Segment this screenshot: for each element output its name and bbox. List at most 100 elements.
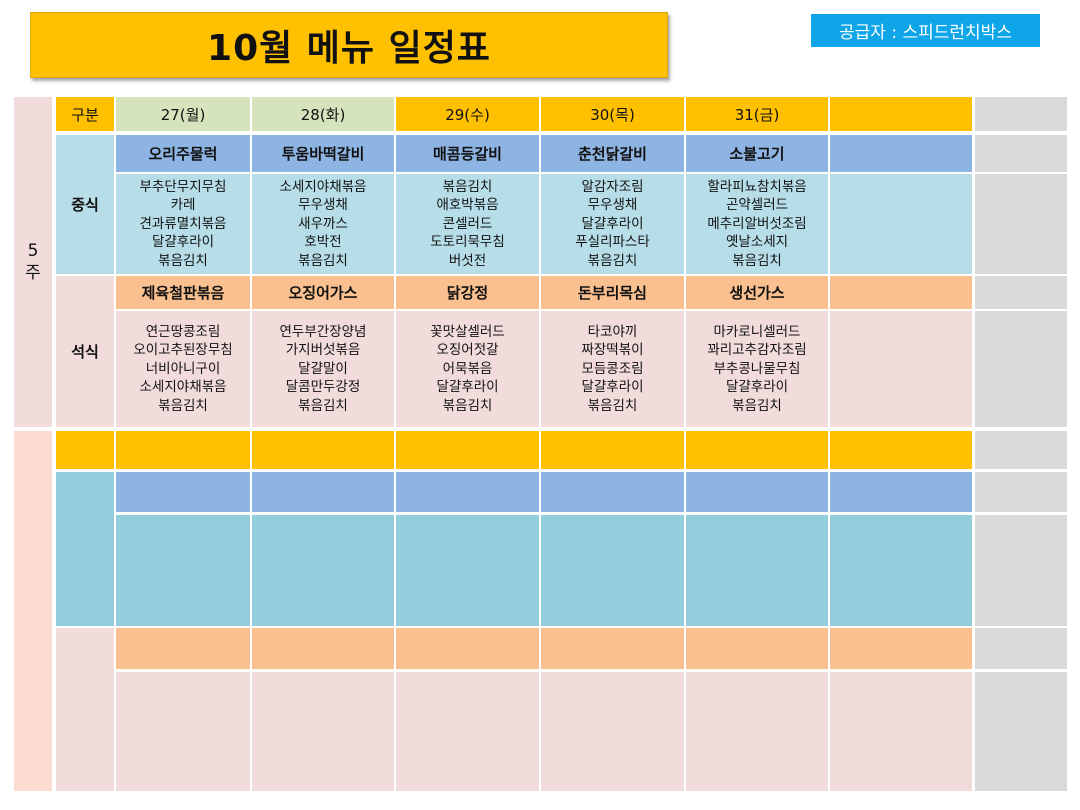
- empty-cell: [830, 672, 972, 791]
- empty-cell: [686, 628, 828, 669]
- side-dish: 견과류멸치볶음: [139, 215, 227, 232]
- week-unit: 주: [25, 263, 41, 283]
- side-dish: 연두부간장양념: [279, 323, 367, 340]
- week-number: 5: [27, 241, 39, 261]
- empty-cell: [396, 628, 539, 669]
- lunch-side-dishes: 소세지야채볶음 무우생채 새우까스 호박전 볶음김치: [252, 174, 394, 274]
- lunch-main-dish: 오리주물럭: [116, 135, 250, 172]
- side-dish: 볶음김치: [442, 397, 493, 414]
- side-dish: 오이고추된장무침: [133, 342, 233, 359]
- empty-cell: [686, 672, 828, 791]
- lunch-main-dish: 소불고기: [686, 135, 828, 172]
- empty-cell: [830, 515, 972, 626]
- empty-cell: [396, 515, 539, 626]
- side-dish: 푸실리파스타: [575, 234, 650, 251]
- side-dish: 콘셀러드: [442, 215, 493, 232]
- side-dish: 달걀후라이: [436, 379, 499, 396]
- side-dish: 오징어젓갈: [436, 342, 499, 359]
- empty-cell: [830, 472, 972, 512]
- empty-cell: [541, 431, 684, 469]
- spacer-cell: [975, 431, 1067, 469]
- empty-cell: [686, 431, 828, 469]
- empty-cell: [686, 515, 828, 626]
- side-dish: 무우생채: [587, 197, 638, 214]
- spacer-cell: [975, 174, 1067, 274]
- dinner-main-dish: 오징어가스: [252, 276, 394, 309]
- lunch-main-dish: 투움바떡갈비: [252, 135, 394, 172]
- empty-cell: [541, 472, 684, 512]
- day-header: 27(월): [116, 97, 250, 131]
- side-dish: 볶음김치: [732, 397, 782, 414]
- lunch-side-dishes: 할라피뇨참치볶음 곤약셀러드 메추리알버섯조림 옛날소세지 볶음김치: [686, 174, 828, 274]
- side-dish: 달걀후라이: [581, 379, 644, 396]
- empty-cell: [541, 628, 684, 669]
- spacer-cell: [975, 672, 1067, 791]
- spacer-cell: [975, 276, 1067, 309]
- side-dish: 볶음김치: [442, 178, 493, 195]
- side-dish: 볶음김치: [298, 397, 348, 414]
- side-dish: 너비아니구이: [145, 360, 221, 377]
- day-header: 28(화): [252, 97, 394, 131]
- empty-cell: [252, 672, 394, 791]
- lunch-side-dishes: 볶음김치 애호박볶음 콘셀러드 도토리묵무침 버섯전: [396, 174, 539, 274]
- empty-cell: [252, 515, 394, 626]
- empty-cell: [541, 515, 684, 626]
- side-dish: 달걀말이: [298, 360, 348, 377]
- side-dish: 무우생채: [298, 197, 348, 214]
- side-dish: 볶음김치: [158, 397, 208, 414]
- day-header: 31(금): [686, 97, 828, 131]
- side-dish: 모듬콩조림: [581, 360, 644, 377]
- empty-cell: [686, 472, 828, 512]
- empty-cell: [116, 628, 250, 669]
- side-dish: 연근땅콩조림: [145, 323, 221, 340]
- supplier-badge: 공급자 : 스피드런치박스: [811, 14, 1040, 47]
- empty-cell: [252, 431, 394, 469]
- header-label: 구분: [56, 97, 114, 131]
- empty-cell: [56, 431, 114, 469]
- meal-label-lunch: 중식: [56, 135, 114, 274]
- page-title: 10월 메뉴 일정표: [207, 28, 491, 69]
- side-dish: 볶음김치: [298, 252, 348, 269]
- side-dish: 꽈리고추감자조림: [707, 342, 807, 359]
- side-dish: 메추리알버섯조림: [707, 215, 807, 232]
- side-dish: 달걀후라이: [151, 234, 215, 251]
- empty-cell: [830, 628, 972, 669]
- empty-cell: [252, 472, 394, 512]
- side-dish: 꽃맛살셀러드: [430, 323, 505, 340]
- spacer-cell: [975, 472, 1067, 512]
- lunch-main-dish: 춘천닭갈비: [541, 135, 684, 172]
- empty-cell: [116, 431, 250, 469]
- side-dish: 곤약셀러드: [725, 197, 789, 214]
- day-header: 29(수): [396, 97, 539, 131]
- dinner-side-dishes: [830, 311, 972, 427]
- side-dish: 타코야끼: [587, 323, 638, 340]
- dinner-main-dish: [830, 276, 972, 309]
- empty-cell: [396, 472, 539, 512]
- dinner-side-dishes: 타코야끼 짜장떡볶이 모듬콩조림 달걀후라이 볶음김치: [541, 311, 684, 427]
- side-dish: 달걀후라이: [725, 379, 789, 396]
- side-dish: 카레: [170, 197, 196, 214]
- empty-cell: [830, 431, 972, 469]
- side-dish: 어묵볶음: [442, 360, 493, 377]
- empty-cell: [396, 672, 539, 791]
- spacer-cell: [975, 311, 1067, 427]
- empty-cell: [396, 431, 539, 469]
- meal-label-dinner: 석식: [56, 276, 114, 427]
- side-dish: 소세지야채볶음: [139, 379, 227, 396]
- side-dish: 애호박볶음: [436, 197, 499, 214]
- side-dish: 달걀후라이: [581, 215, 644, 232]
- lunch-main-dish: 매콤등갈비: [396, 135, 539, 172]
- empty-cell: [116, 672, 250, 791]
- lunch-side-dishes: 알감자조림 무우생채 달걀후라이 푸실리파스타 볶음김치: [541, 174, 684, 274]
- empty-cell: [56, 472, 114, 626]
- empty-cell: [252, 628, 394, 669]
- side-dish: 볶음김치: [158, 252, 208, 269]
- side-dish: 호박전: [304, 234, 342, 251]
- side-dish: 볶음김치: [587, 252, 638, 269]
- week-label-empty: [14, 431, 52, 791]
- spacer-cell: [975, 628, 1067, 669]
- spacer-cell: [975, 515, 1067, 626]
